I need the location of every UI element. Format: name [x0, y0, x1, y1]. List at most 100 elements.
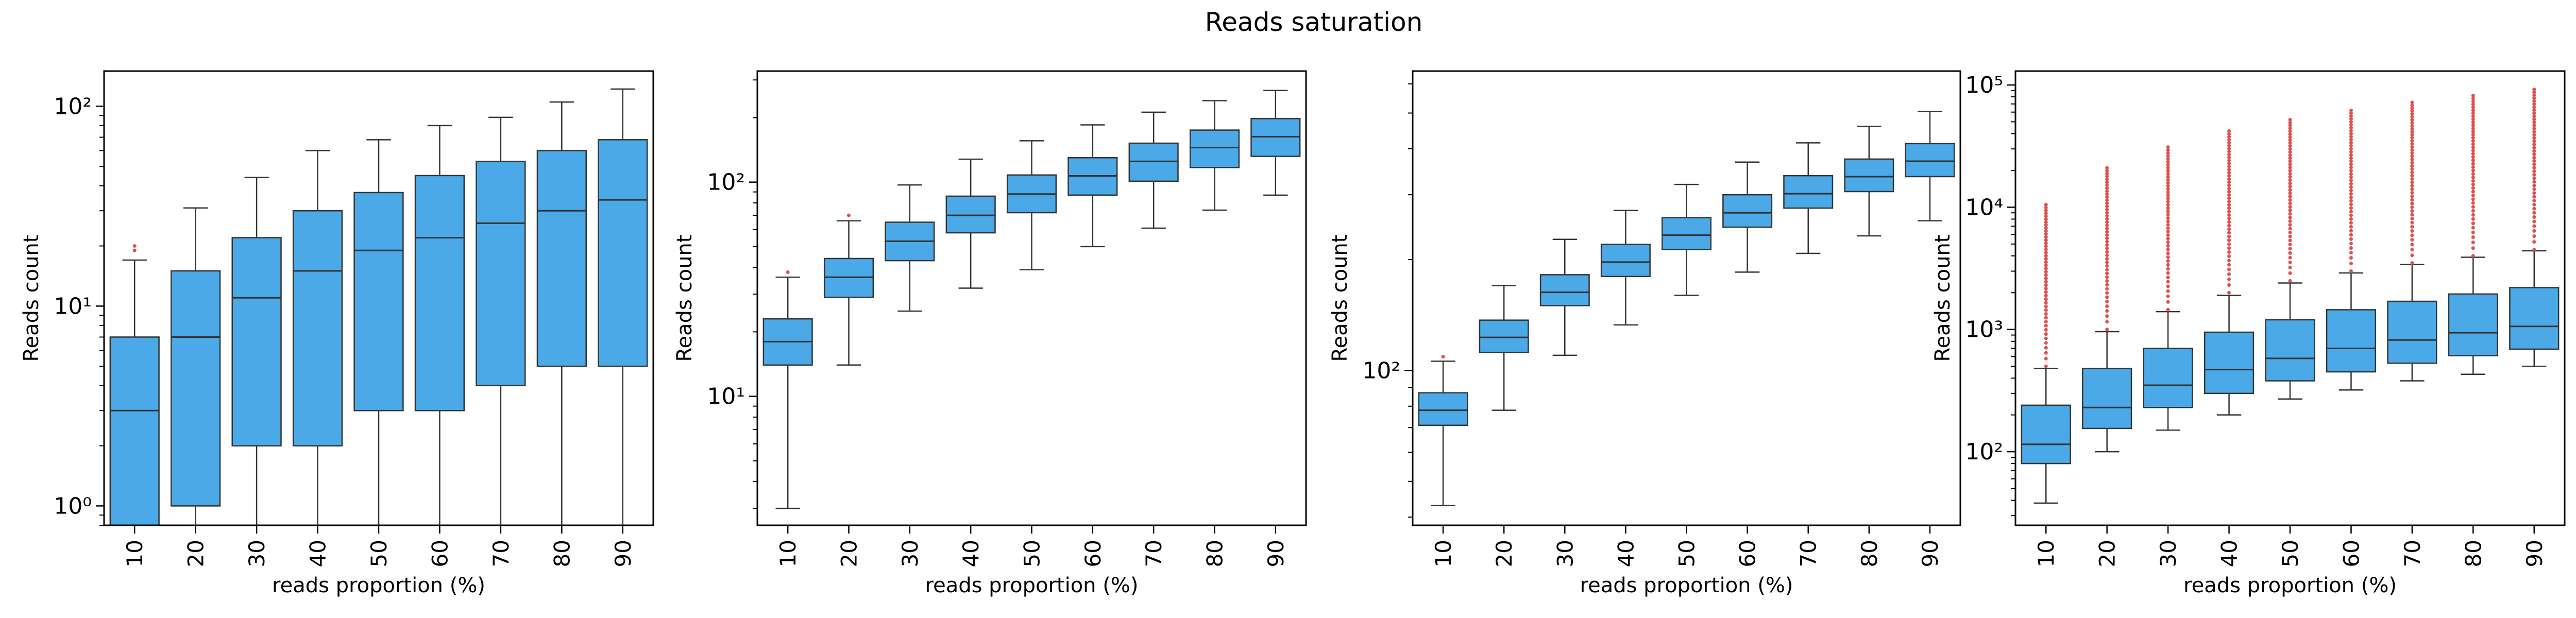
outlier-point — [2532, 159, 2536, 163]
outlier-point — [2471, 168, 2475, 173]
outlier-point — [2532, 162, 2536, 166]
box-30 — [1539, 238, 1590, 356]
x-tick-label: 90 — [611, 540, 636, 567]
outlier-point — [2410, 238, 2414, 242]
outlier-point — [2166, 154, 2170, 158]
outlier-point — [2044, 238, 2048, 242]
box-body — [109, 336, 160, 526]
box-10 — [2021, 202, 2071, 504]
outlier-point — [2410, 109, 2414, 113]
outlier-point — [2044, 280, 2048, 284]
outlier-point — [2105, 211, 2109, 215]
outlier-point — [2349, 213, 2353, 217]
box-body — [2082, 368, 2132, 430]
outlier-point — [2227, 263, 2231, 267]
outlier-point — [2532, 234, 2536, 238]
outlier-point — [2410, 248, 2414, 252]
outlier-point — [2410, 115, 2414, 119]
x-tick-label: 40 — [1613, 540, 1638, 567]
outlier-point — [2410, 184, 2414, 188]
outlier-point — [2288, 124, 2292, 128]
box-body — [2265, 319, 2315, 382]
outlier-point — [2471, 172, 2475, 176]
y-tick-label: 10⁵ — [1965, 72, 2003, 98]
outlier-point — [2227, 162, 2231, 166]
x-tick-label: 50 — [2278, 540, 2303, 567]
x-axis-label: reads proportion (%) — [272, 574, 485, 597]
outlier-point — [132, 244, 137, 248]
outlier-point — [2471, 213, 2475, 217]
outlier-point — [2410, 133, 2414, 137]
box-90 — [1905, 111, 1955, 221]
outlier-point — [2410, 112, 2414, 116]
outlier-point — [2410, 164, 2414, 168]
x-tick-label: 60 — [2338, 540, 2364, 567]
outlier-point — [2288, 138, 2292, 142]
outlier-point — [2044, 244, 2048, 248]
outlier-point — [2105, 253, 2109, 258]
outlier-point — [2227, 138, 2231, 142]
outlier-point — [2471, 190, 2475, 194]
outlier-point — [2532, 219, 2536, 224]
outlier-point — [2288, 150, 2292, 154]
outlier-point — [2410, 198, 2414, 202]
outlier-point — [2471, 111, 2475, 115]
outlier-point — [2349, 225, 2353, 229]
box-80 — [536, 101, 587, 525]
outlier-point — [2532, 187, 2536, 191]
box-10 — [109, 244, 160, 526]
outlier-point — [2166, 210, 2170, 214]
outlier-point — [2410, 158, 2414, 162]
outlier-point — [2227, 272, 2231, 276]
outlier-point — [2105, 287, 2109, 291]
outlier-point — [2166, 251, 2170, 255]
box-body — [171, 270, 221, 507]
x-tick-label: 30 — [244, 540, 269, 567]
outlier-point — [2349, 256, 2353, 260]
outlier-point — [2471, 182, 2475, 186]
outlier-point — [2227, 174, 2231, 178]
outlier-point — [2105, 268, 2109, 272]
outlier-point — [2044, 260, 2048, 264]
outlier-point — [786, 270, 790, 274]
outlier-point — [2471, 117, 2475, 122]
outlier-point — [2471, 230, 2475, 234]
outlier-point — [2471, 254, 2475, 258]
outlier-point — [2349, 117, 2353, 121]
outlier-point — [1441, 355, 1445, 359]
box-40 — [945, 158, 996, 289]
outlier-point — [2227, 156, 2231, 160]
outlier-point — [2105, 189, 2109, 193]
outlier-point — [2105, 236, 2109, 241]
outlier-point — [2471, 94, 2475, 98]
box-body — [2204, 331, 2255, 394]
y-tick-label: 10² — [54, 93, 92, 119]
box-body — [353, 192, 404, 411]
outlier-point — [2105, 198, 2109, 202]
box-body — [1128, 142, 1179, 182]
outlier-point — [2166, 236, 2170, 241]
outlier-point — [2044, 323, 2048, 328]
outlier-point — [2471, 114, 2475, 118]
outlier-point — [2288, 162, 2292, 166]
outlier-point — [2410, 261, 2414, 265]
outlier-point — [2471, 176, 2475, 180]
box-20 — [2082, 166, 2132, 453]
outlier-point — [2105, 243, 2109, 247]
outlier-point — [2288, 184, 2292, 188]
outlier-point — [2105, 201, 2109, 205]
outlier-point — [2166, 163, 2170, 167]
box-90 — [598, 88, 648, 525]
plot-frame — [103, 70, 654, 526]
outlier-point — [2227, 196, 2231, 200]
outlier-point — [2288, 156, 2292, 160]
outlier-point — [2471, 155, 2475, 159]
x-tick-label: 90 — [1263, 540, 1289, 567]
outlier-point — [2349, 165, 2353, 169]
outlier-point — [2532, 199, 2536, 203]
outlier-point — [2349, 246, 2353, 250]
outlier-point — [2288, 243, 2292, 247]
outlier-point — [2227, 177, 2231, 181]
outlier-point — [2288, 153, 2292, 157]
outlier-point — [2166, 200, 2170, 204]
